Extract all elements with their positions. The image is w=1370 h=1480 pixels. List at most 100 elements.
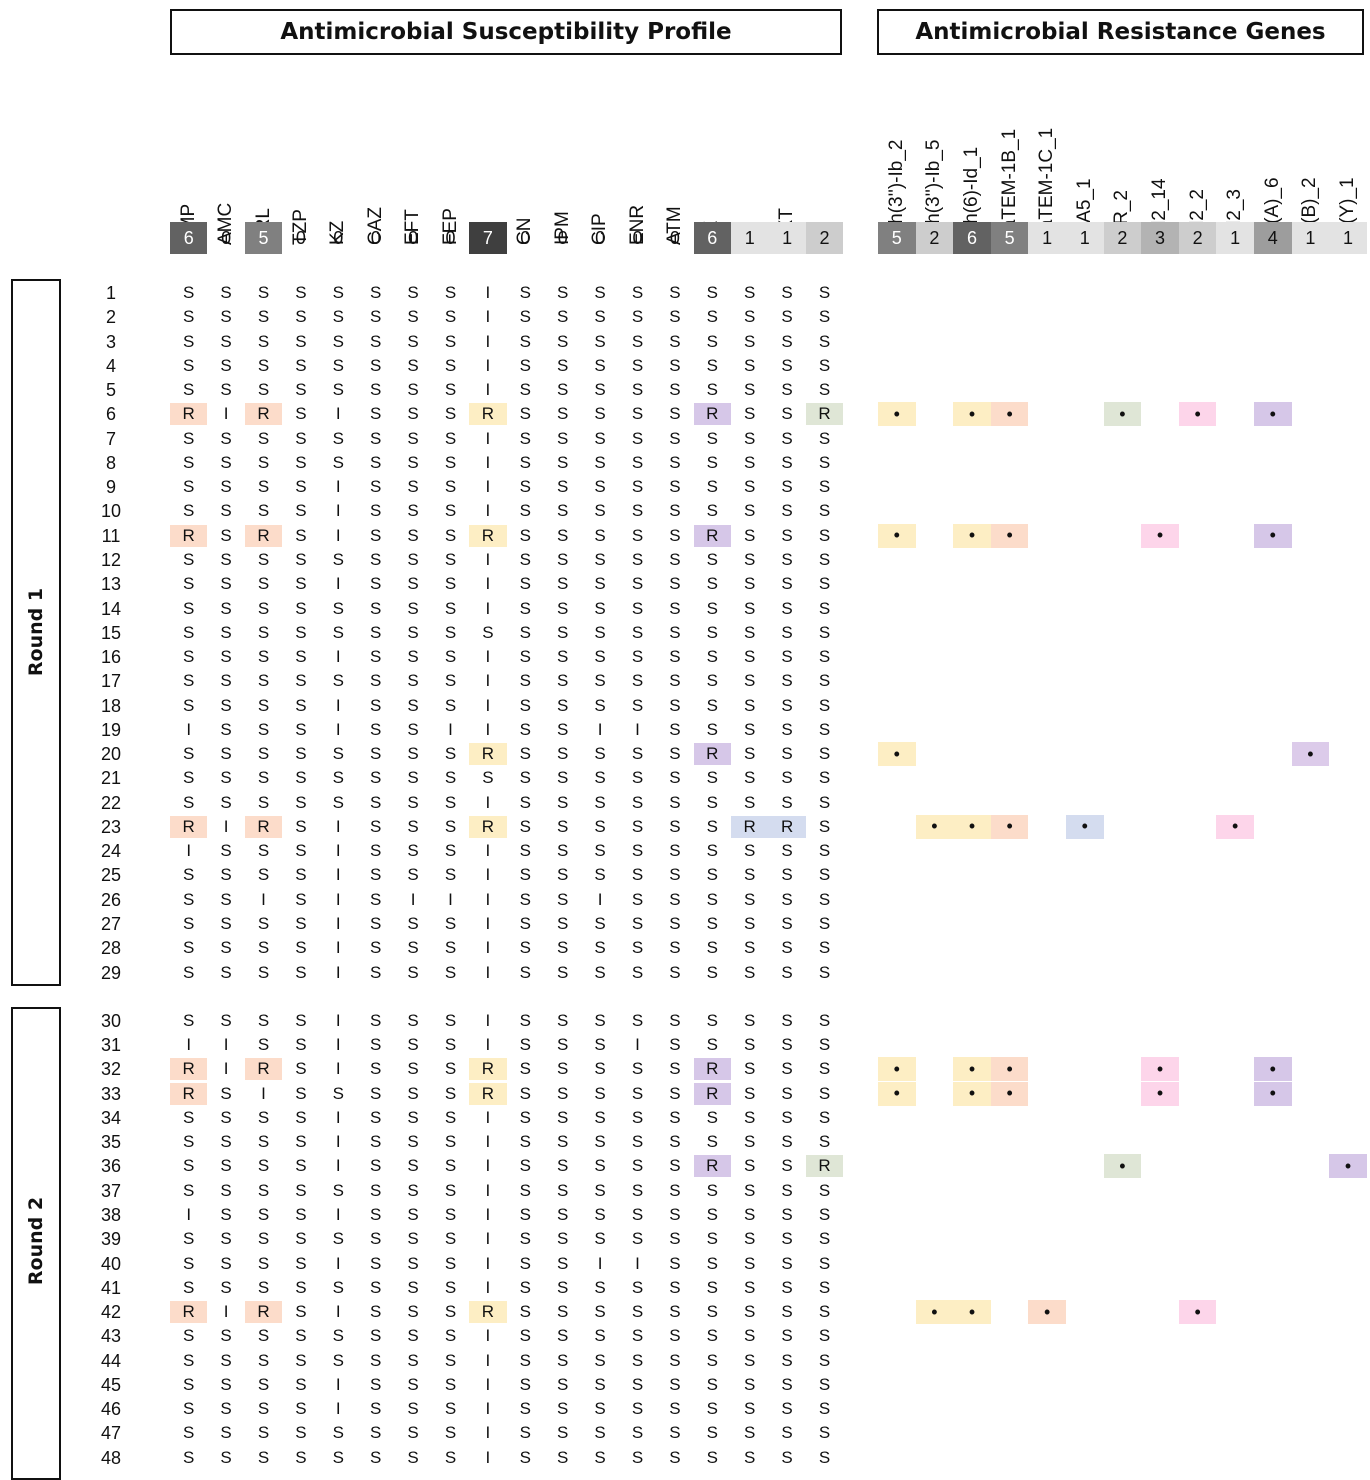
gene-present-marker: • [1141, 1081, 1179, 1106]
susceptibility-cell: S [557, 1423, 569, 1443]
susceptibility-cell: S [183, 574, 195, 594]
susceptibility-cell: S [183, 283, 195, 302]
susceptibility-cell: S [332, 1423, 344, 1443]
susceptibility-cell: S [295, 719, 307, 739]
susceptibility-cell: S [257, 549, 270, 569]
susceptibility-cell: S [220, 962, 232, 982]
susceptibility-cell: S [781, 1302, 793, 1322]
susceptibility-cell: S [557, 380, 569, 400]
gene-present-marker: • [1254, 1081, 1292, 1106]
susceptibility-cell: S [669, 598, 681, 618]
resistant-cell: R [170, 815, 208, 838]
susceptibility-cell: S [781, 938, 793, 958]
susceptibility-cell: S [744, 622, 756, 642]
susceptibility-cell: S [444, 1010, 457, 1030]
susceptibility-cell: S [407, 404, 419, 424]
isolate-number: 13 [100, 574, 122, 595]
susceptibility-cell: S [669, 1423, 681, 1443]
resistance-count: 1 [731, 222, 769, 254]
resistant-cell: R [244, 1301, 283, 1324]
susceptibility-cell: S [519, 1107, 531, 1127]
susceptibility-cell: S [631, 865, 644, 885]
susceptibility-cell: S [220, 671, 232, 691]
susceptibility-cell: S [407, 1156, 419, 1176]
susceptibility-cell: S [594, 283, 606, 302]
isolate-number: 38 [100, 1204, 122, 1225]
susceptibility-cell: S [183, 598, 195, 618]
isolate-number: 30 [100, 1010, 122, 1031]
susceptibility-cell: S [295, 380, 307, 400]
susceptibility-cell: I [485, 598, 491, 618]
susceptibility-cell: S [744, 1035, 756, 1055]
susceptibility-cell: S [407, 1180, 419, 1200]
susceptibility-cell: S [594, 307, 606, 327]
susceptibility-cell: I [485, 889, 491, 909]
susceptibility-cell: S [818, 1253, 831, 1273]
gene-present-marker: • [1254, 523, 1292, 548]
susceptibility-cell: S [631, 792, 644, 812]
susceptibility-cell: S [744, 1059, 756, 1079]
susceptibility-cell: S [257, 477, 270, 497]
susceptibility-cell: S [332, 598, 344, 618]
susceptibility-cell: S [257, 792, 270, 812]
susceptibility-cell: S [557, 477, 569, 497]
susceptibility-cell: S [557, 1302, 569, 1322]
susceptibility-cell: S [407, 525, 419, 545]
susceptibility-cell: S [519, 889, 531, 909]
susceptibility-cell: S [295, 1399, 307, 1419]
susceptibility-cell: S [519, 1204, 531, 1224]
resistant-cell: R [469, 1082, 507, 1105]
susceptibility-cell: S [444, 1229, 457, 1249]
susceptibility-cell: S [220, 889, 232, 909]
susceptibility-cell: S [781, 1229, 793, 1249]
susceptibility-cell: S [370, 307, 382, 327]
susceptibility-cell: I [485, 695, 491, 715]
susceptibility-cell: S [631, 307, 644, 327]
susceptibility-cell: I [485, 1447, 491, 1467]
susceptibility-cell: S [407, 501, 419, 521]
susceptibility-cell: S [519, 647, 531, 667]
isolate-number: 2 [105, 307, 116, 328]
susceptibility-cell: S [370, 1302, 382, 1322]
susceptibility-cell: I [485, 574, 491, 594]
susceptibility-cell: S [444, 1132, 457, 1152]
susceptibility-cell: S [594, 1447, 606, 1467]
susceptibility-cell: I [485, 1180, 491, 1200]
susceptibility-cell: S [557, 1107, 569, 1127]
susceptibility-cell: S [669, 792, 681, 812]
susceptibility-cell: S [370, 525, 382, 545]
susceptibility-cell: S [781, 792, 793, 812]
susceptibility-cell: S [557, 792, 569, 812]
susceptibility-cell: S [706, 1010, 718, 1030]
susceptibility-cell: S [669, 1107, 681, 1127]
susceptibility-cell: S [818, 914, 831, 934]
susceptibility-cell: S [220, 1374, 232, 1394]
susceptibility-cell: S [295, 792, 307, 812]
susceptibility-cell: S [818, 1180, 831, 1200]
susceptibility-cell: S [370, 598, 382, 618]
susceptibility-cell: S [594, 404, 606, 424]
susceptibility-cell: S [744, 1204, 756, 1224]
susceptibility-cell: S [257, 841, 270, 861]
susceptibility-cell: S [519, 744, 531, 764]
susceptibility-cell: S [407, 307, 419, 327]
susceptibility-cell: S [407, 549, 419, 569]
susceptibility-cell: S [220, 914, 232, 934]
susceptibility-cell: S [818, 283, 831, 302]
susceptibility-cell: S [183, 1107, 195, 1127]
susceptibility-cell: S [557, 962, 569, 982]
susceptibility-cell: S [444, 841, 457, 861]
susceptibility-cell: S [407, 283, 419, 302]
susceptibility-cell: S [594, 1423, 606, 1443]
susceptibility-cell: S [407, 1350, 419, 1370]
isolate-number: 37 [100, 1180, 122, 1201]
susceptibility-cell: S [594, 525, 606, 545]
susceptibility-cell: S [444, 792, 457, 812]
susceptibility-cell: S [669, 768, 681, 788]
susceptibility-cell: S [295, 1083, 307, 1103]
susceptibility-cell: S [594, 792, 606, 812]
susceptibility-cell: S [706, 1180, 718, 1200]
susceptibility-cell: S [781, 889, 793, 909]
resistant-cell: R [469, 1301, 507, 1324]
susceptibility-cell: S [295, 574, 307, 594]
